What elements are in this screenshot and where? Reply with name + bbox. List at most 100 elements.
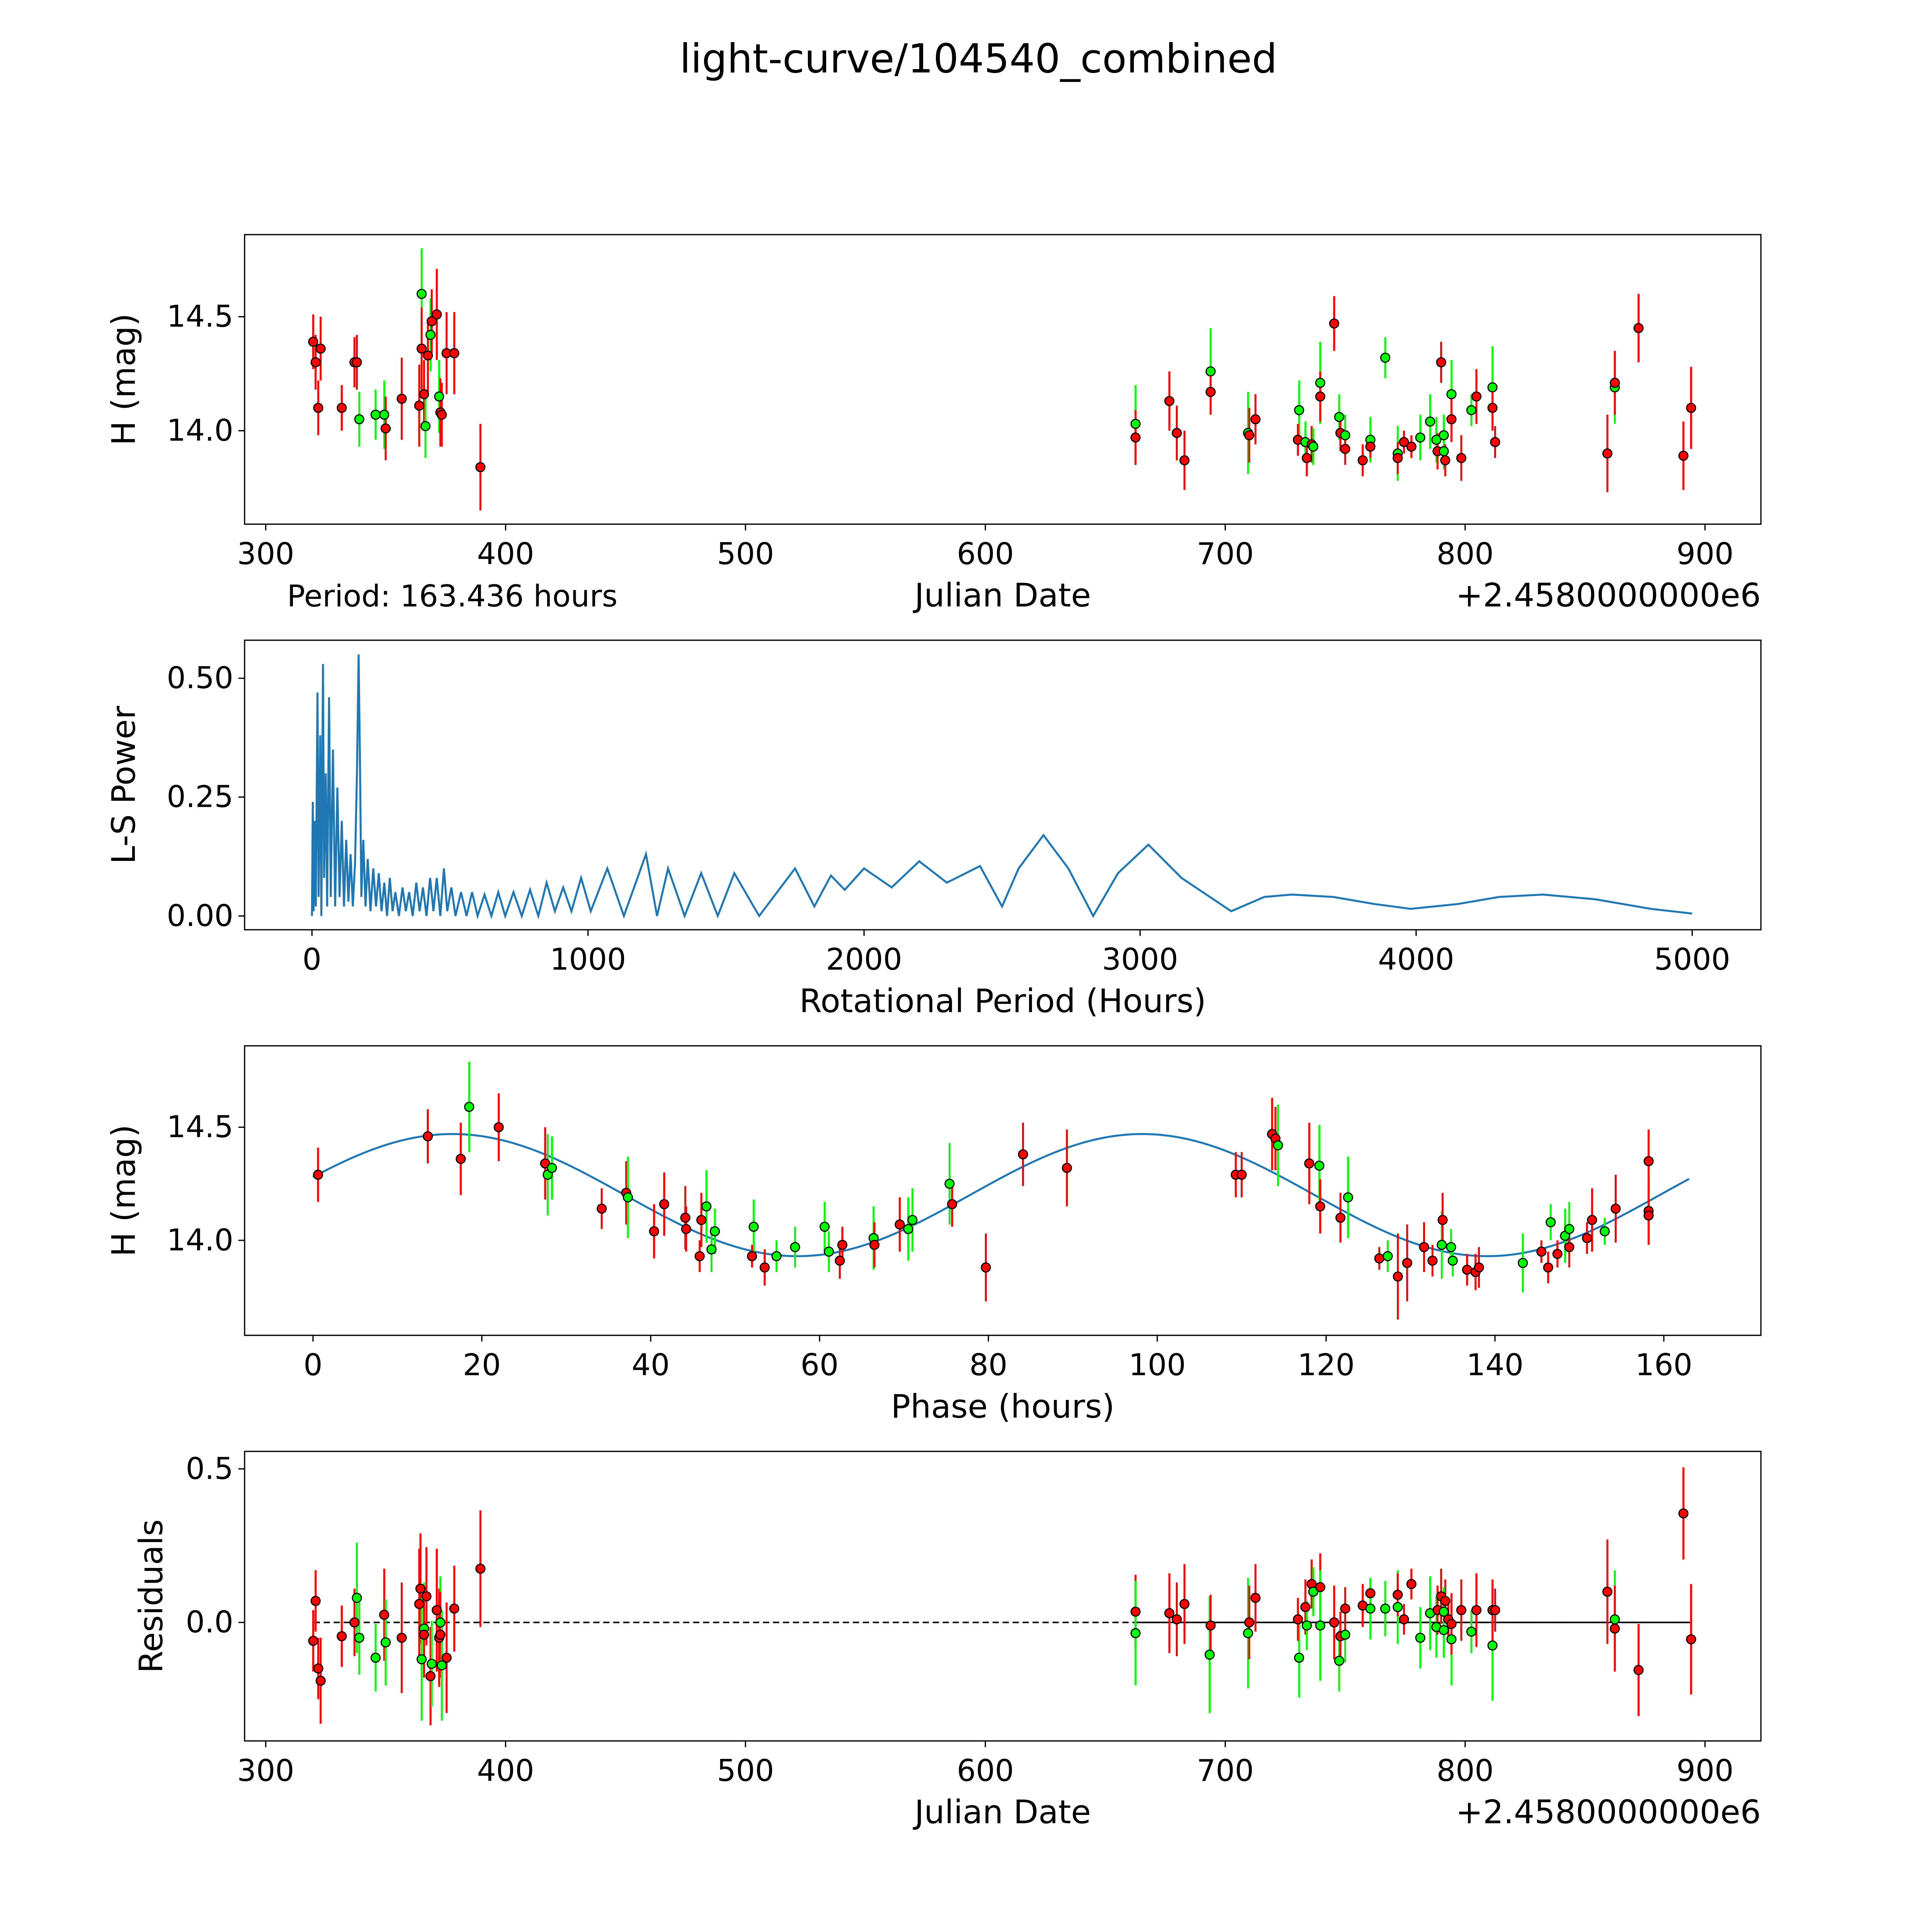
data-point [681,1224,691,1234]
data-point [1431,435,1442,445]
data-point [423,350,433,361]
data-point [597,1203,607,1214]
x-offset-text: +2.4580000000e6 [1456,1793,1761,1831]
x-tick-label: 0 [303,1348,322,1383]
data-point [310,1596,321,1606]
data-point [1610,1614,1620,1624]
y-axis-label: H (mag) [105,313,143,446]
data-point [1244,430,1255,440]
data-point [1130,1628,1141,1638]
data-point [421,1591,432,1602]
data-point [1437,1240,1447,1250]
data-point [1587,1215,1597,1225]
data-point [1564,1224,1575,1234]
data-point [895,1219,905,1230]
data-point [1308,441,1318,452]
data-point [1205,366,1216,377]
data-point [1678,1508,1689,1519]
data-point [1308,1587,1318,1597]
data-point [432,1605,442,1616]
data-point [1374,1253,1384,1264]
data-point [1633,1665,1644,1675]
data-point [1686,403,1696,413]
data-point [1343,1192,1353,1202]
data-point [1340,444,1350,454]
data-point [1610,1623,1620,1634]
data-point [437,1660,447,1671]
data-point [1250,414,1261,425]
data-point [1517,1258,1528,1268]
data-point [1602,1587,1612,1597]
data-point [308,337,318,347]
data-point [352,357,362,367]
data-point [414,400,425,411]
data-point [417,1654,427,1665]
x-axis-label: Julian Date [913,577,1091,614]
y-tick-label: 0.0 [186,1605,233,1640]
data-point [380,423,391,434]
data-point [419,1629,429,1640]
data-point [1329,318,1339,329]
data-point [1365,441,1376,452]
data-point [947,1199,957,1209]
y-tick-label: 14.5 [167,1110,233,1145]
data-point [435,1629,446,1640]
data-point [1365,1588,1376,1599]
data-point [1678,451,1689,461]
data-point [1380,1603,1391,1614]
data-point [354,1633,364,1643]
data-point [380,1637,391,1648]
data-point [1415,432,1425,443]
y-tick-label: 0.00 [167,898,233,933]
data-point [1471,391,1482,402]
data-point [709,1226,720,1236]
data-point [790,1242,800,1252]
data-point [1294,405,1304,415]
x-tick-label: 800 [1437,1753,1494,1788]
y-axis-label: H (mag) [105,1124,143,1257]
data-point [706,1244,717,1255]
data-point [701,1201,712,1212]
data-point [1294,1653,1304,1663]
data-point [1599,1226,1610,1236]
x-tick-label: 300 [237,537,294,571]
data-point [622,1192,633,1202]
data-point [313,1663,323,1674]
data-point [1440,455,1451,466]
data-point [1643,1210,1654,1221]
data-point [1380,352,1391,363]
data-point [1462,1265,1472,1275]
data-point [1334,412,1344,422]
data-point [1393,1271,1403,1282]
y-tick-label: 0.50 [167,661,233,696]
data-point [1487,382,1498,393]
data-point [1437,1215,1448,1225]
data-point [1018,1149,1028,1160]
x-tick-label: 100 [1129,1348,1186,1383]
data-point [694,1251,705,1262]
axes-frame [244,1451,1762,1742]
data-point [1335,1213,1346,1223]
figure-title: light-curve/104540_combined [680,36,1277,82]
data-point [1446,1619,1457,1629]
data-point [435,1617,446,1628]
data-point [771,1251,782,1262]
data-point [1393,453,1403,463]
data-point [425,330,436,340]
data-point [1172,1614,1182,1624]
data-point [310,357,321,367]
data-point [1447,1255,1458,1266]
data-point [649,1226,659,1236]
data-point [1446,414,1457,425]
y-tick-label: 14.5 [167,299,233,334]
data-point [1164,396,1175,406]
data-point [396,393,407,404]
data-point [1466,405,1476,415]
data-point [1315,1620,1325,1631]
x-tick-label: 120 [1298,1348,1355,1383]
data-point [434,391,444,402]
axes-frame [244,234,1762,525]
data-point [659,1199,670,1209]
data-point [420,421,431,431]
